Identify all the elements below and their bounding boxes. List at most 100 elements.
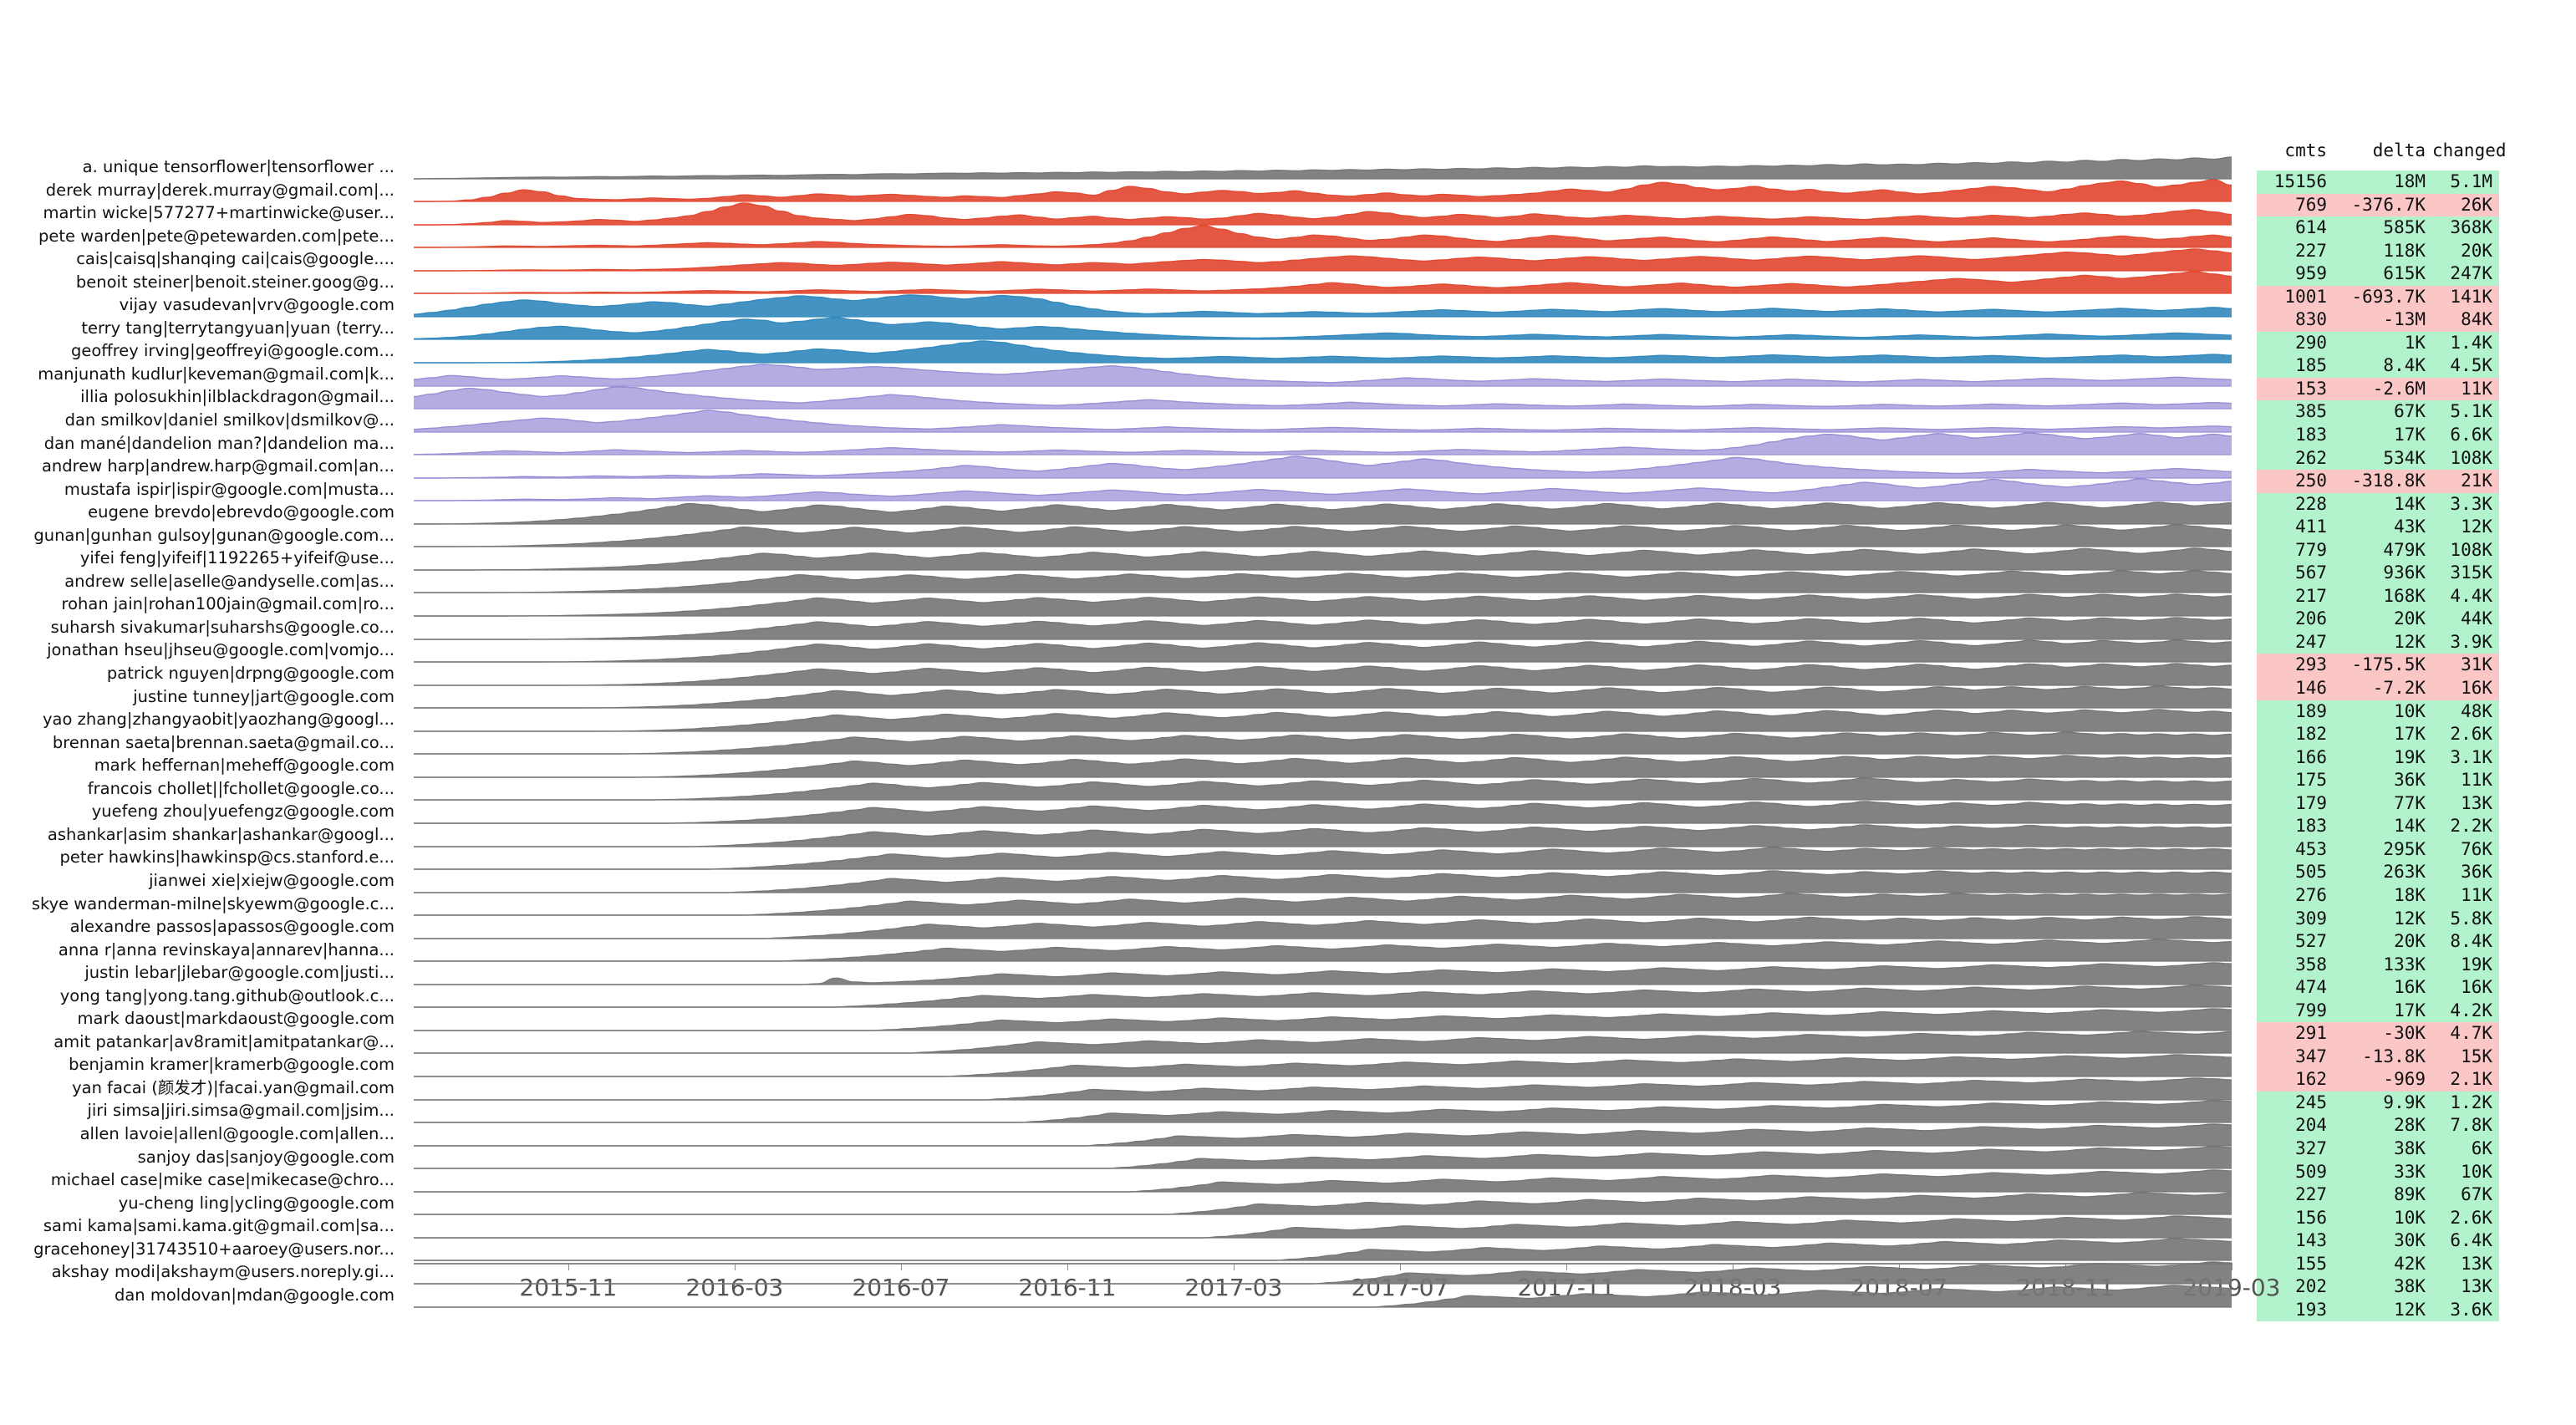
x-axis-tick [1233, 1263, 1235, 1270]
contributor-label: yan facai (颜发才)|facai.yan@gmail.com [72, 1077, 395, 1097]
x-axis-line [414, 1263, 2232, 1270]
column-header-cmts: cmts [2284, 140, 2327, 160]
contributor-label: rohan jain|rohan100jain@gmail.com|ro... [61, 594, 395, 614]
ridgeline-series [413, 1010, 2232, 1077]
table-row: 153 -2.6M 11K [2257, 377, 2499, 401]
ridgeline-series [413, 733, 2232, 802]
cell-delta: 17K [2394, 724, 2426, 745]
cell-delta: 43K [2394, 517, 2426, 537]
table-row: 143 30K 6.4K [2257, 1229, 2499, 1253]
cell-delta: 17K [2394, 425, 2426, 445]
table-row: 227 89K 67K [2257, 1183, 2499, 1207]
cell-changed: 15K [2461, 1046, 2492, 1066]
ridgeline-series [413, 250, 2232, 318]
cell-delta: -318.8K [2351, 471, 2426, 491]
contributor-label: justine tunney|jart@google.com [133, 686, 395, 706]
cell-changed: 108K [2450, 447, 2492, 468]
ridgeline-series [413, 388, 2232, 455]
cell-cmts: 183 [2295, 425, 2327, 445]
cell-delta: 16K [2394, 977, 2426, 998]
table-row: 290 1K 1.4K [2257, 331, 2499, 355]
cell-cmts: 614 [2295, 217, 2327, 238]
ridgeline-series [413, 986, 2232, 1055]
table-row: 505 263K 36K [2257, 861, 2499, 884]
cell-delta: 33K [2394, 1161, 2426, 1182]
ridgeline-series [413, 664, 2232, 732]
contributor-label: dan mané|dandelion man?|dandelion ma... [43, 433, 395, 453]
cell-changed: 2.6K [2450, 1207, 2492, 1228]
cell-delta: 20K [2394, 931, 2426, 952]
cell-cmts: 175 [2295, 770, 2327, 791]
cell-changed: 368K [2450, 217, 2492, 238]
ridgeline-series [413, 1125, 2232, 1193]
contributor-label: jiri simsa|jiri.simsa@gmail.com|jsim... [87, 1101, 395, 1121]
contributor-label: a. unique tensorflower|tensorflower ... [82, 157, 395, 176]
cell-changed: 2.2K [2450, 816, 2492, 837]
contributor-label: martin wicke|577277+martinwicke@user... [43, 203, 395, 223]
cell-delta: 19K [2394, 746, 2426, 767]
cell-cmts: 293 [2295, 654, 2327, 675]
ridgeline-series [413, 802, 2232, 870]
cell-delta: -2.6M [2372, 378, 2426, 399]
cell-delta: 9.9K [2383, 1092, 2426, 1112]
contributor-label: pete warden|pete@petewarden.com|pete... [38, 226, 395, 246]
table-row: 227 118K 20K [2257, 239, 2499, 263]
ridgeline-series [413, 872, 2232, 939]
table-row: 527 20K 8.4K [2257, 930, 2499, 954]
cell-delta: 89K [2394, 1184, 2426, 1205]
contributor-label: dan smilkov|daniel smilkov|dsmilkov@... [64, 410, 395, 430]
table-row: 146 -7.2K 16K [2257, 677, 2499, 700]
cell-delta: 36K [2394, 770, 2426, 791]
cell-cmts: 202 [2295, 1276, 2327, 1297]
table-row: 217 168K 4.4K [2257, 584, 2499, 608]
x-axis-tick [568, 1263, 569, 1270]
cell-cmts: 830 [2295, 309, 2327, 330]
cell-cmts: 567 [2295, 562, 2327, 583]
ridgeline-series [413, 272, 2232, 341]
cell-changed: 48K [2461, 700, 2492, 721]
cell-delta: 28K [2394, 1115, 2426, 1136]
cell-changed: 76K [2461, 838, 2492, 859]
table-row: 291 -30K 4.7K [2257, 1022, 2499, 1046]
cell-changed: 247K [2450, 263, 2492, 284]
cell-cmts: 179 [2295, 792, 2327, 813]
cell-delta: -13M [2383, 309, 2426, 330]
ridgeline-series [413, 135, 2232, 202]
contributor-label: gunan|gunhan gulsoy|gunan@google.com... [33, 525, 395, 545]
cell-changed: 13K [2461, 1276, 2492, 1297]
cell-delta: 295K [2383, 838, 2426, 859]
cell-changed: 13K [2461, 792, 2492, 813]
cell-delta: 585K [2383, 217, 2426, 238]
cell-changed: 3.6K [2450, 1299, 2492, 1320]
table-row: 185 8.4K 4.5K [2257, 354, 2499, 378]
table-row: 175 36K 11K [2257, 769, 2499, 792]
cell-cmts: 156 [2295, 1207, 2327, 1228]
contributor-label: gracehoney|31743510+aaroey@users.nor... [33, 1239, 395, 1259]
cell-delta: 14K [2394, 816, 2426, 837]
table-row: 358 133K 19K [2257, 953, 2499, 977]
ridgeline-series [413, 158, 2232, 226]
table-row: 411 43K 12K [2257, 516, 2499, 539]
cell-cmts: 769 [2295, 194, 2327, 215]
ridgeline-series [413, 296, 2232, 364]
contributor-label: jianwei xie|xiejw@google.com [149, 870, 395, 890]
x-axis-tick-label: 2017-03 [1184, 1274, 1283, 1301]
contributor-label: dan moldovan|mdan@google.com [114, 1285, 395, 1305]
x-axis-tick [1067, 1263, 1068, 1270]
table-row: 614 585K 368K [2257, 216, 2499, 240]
x-axis-tick [900, 1263, 902, 1270]
cell-cmts: 206 [2295, 608, 2327, 629]
table-row: 156 10K 2.6K [2257, 1206, 2499, 1230]
table-row: 799 17K 4.2K [2257, 999, 2499, 1023]
table-row: 1001 -693.7K 141K [2257, 285, 2499, 309]
contributor-label: cais|caisq|shanqing cai|cais@google.... [76, 249, 395, 269]
cell-changed: 7.8K [2450, 1115, 2492, 1136]
table-row: 276 18K 11K [2257, 883, 2499, 908]
cell-delta: 479K [2383, 539, 2426, 560]
table-row: 250 -318.8K 21K [2257, 470, 2499, 493]
cell-changed: 84K [2461, 309, 2492, 330]
ridgeline-series [413, 226, 2232, 294]
cell-cmts: 182 [2295, 724, 2327, 745]
table-row: 347 -13.8K 15K [2257, 1045, 2499, 1069]
x-axis-tick-label: 2015-11 [519, 1274, 618, 1301]
